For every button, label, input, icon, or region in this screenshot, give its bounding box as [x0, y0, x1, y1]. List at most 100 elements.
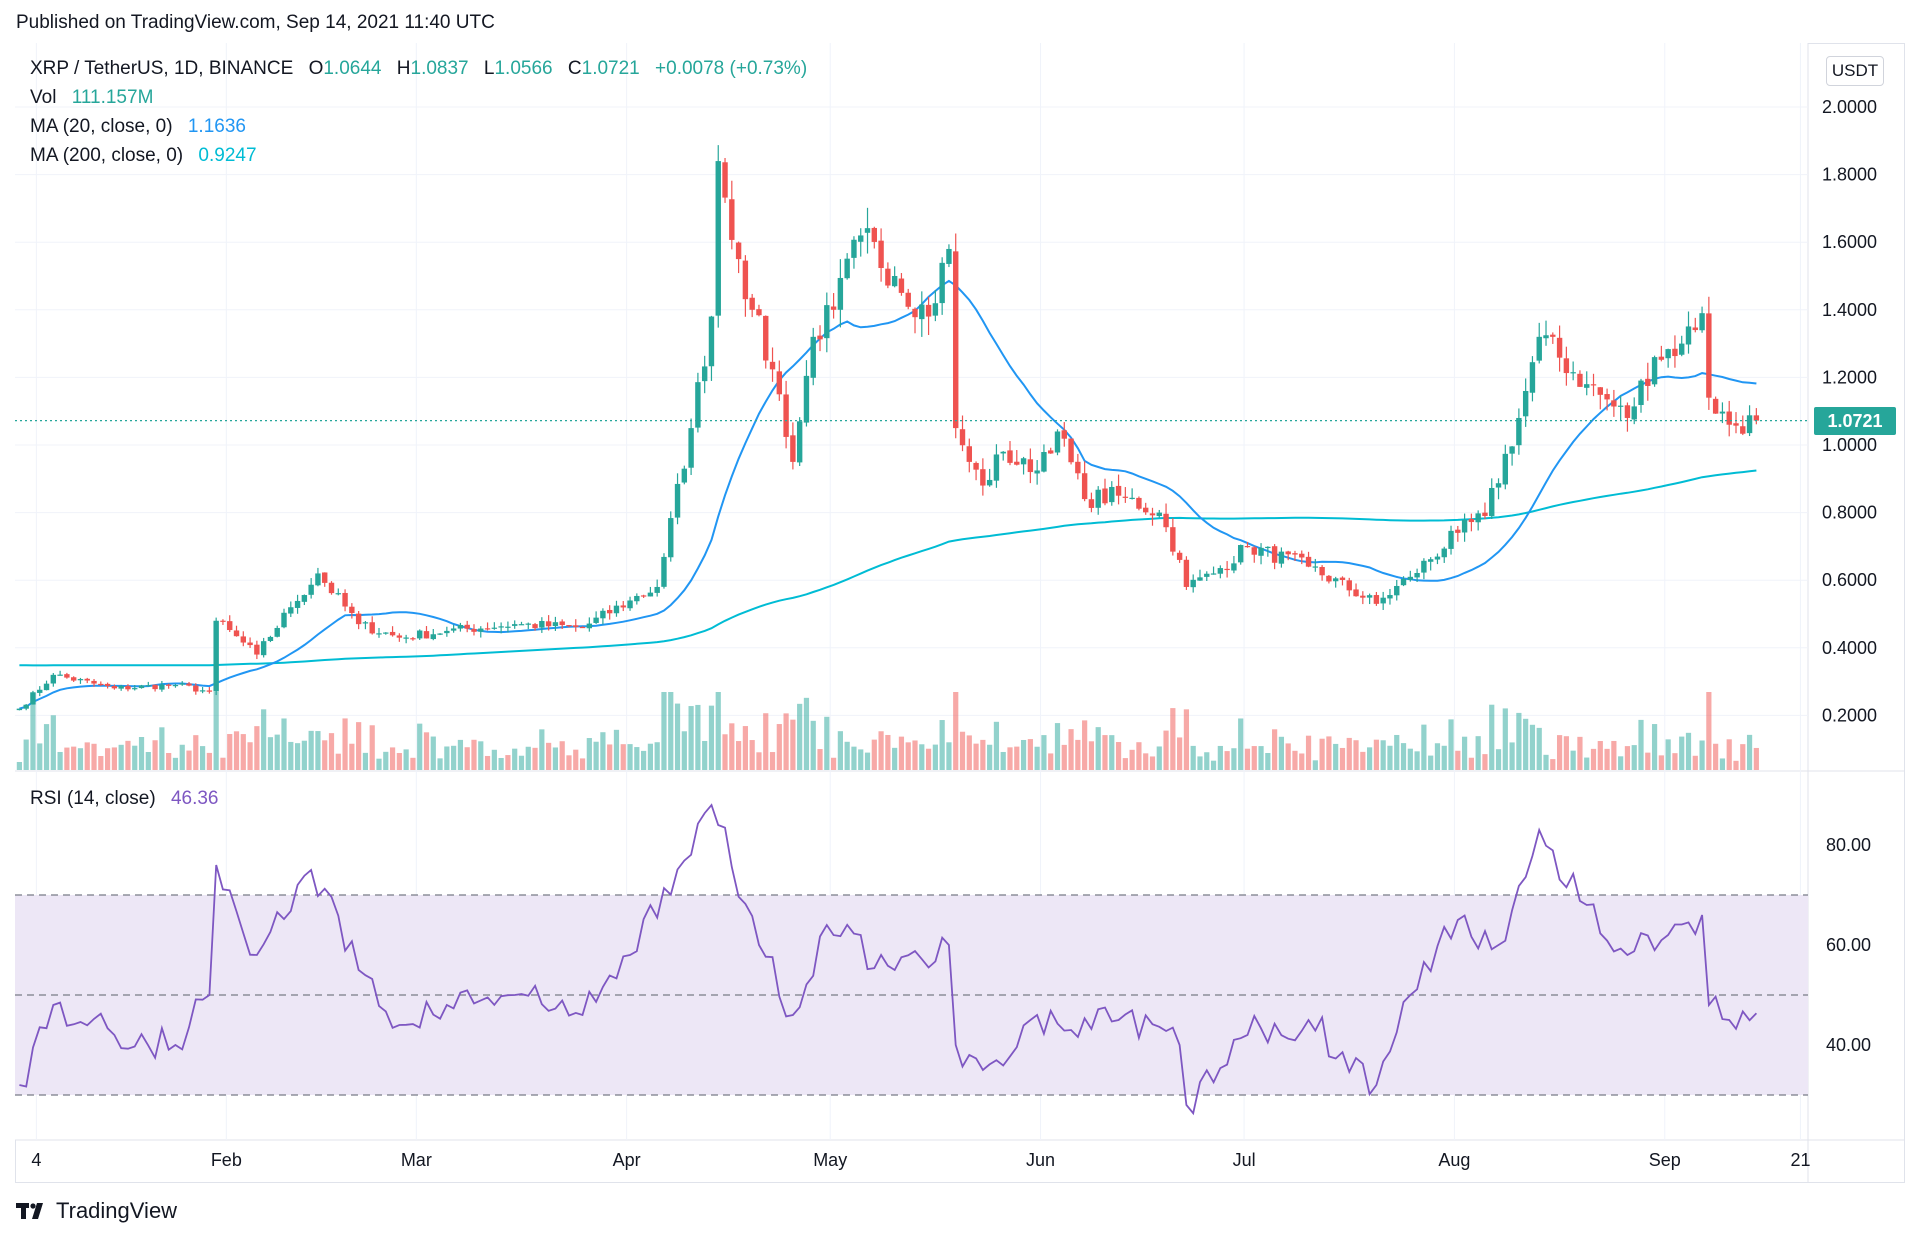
volume-bar: [1054, 723, 1061, 770]
volume-bar: [1373, 739, 1379, 770]
volume-bar: [1095, 727, 1101, 770]
candle-body: [1427, 559, 1434, 562]
volume-bar: [71, 746, 77, 770]
candle-body: [471, 628, 477, 632]
candle-body: [355, 613, 362, 625]
volume-bar: [1679, 736, 1685, 770]
volume-bar: [1109, 735, 1115, 770]
volume-bar: [1048, 753, 1054, 770]
volume-bar: [593, 741, 599, 770]
candle-body: [1489, 487, 1495, 517]
volume-bar: [769, 752, 776, 770]
candle-body: [844, 258, 850, 279]
footer-brand[interactable]: TradingView: [16, 1198, 177, 1224]
volume-bar: [1509, 742, 1515, 770]
volume-bar: [756, 752, 762, 770]
volume-bar: [1719, 758, 1726, 770]
candle-body: [254, 644, 260, 655]
volume-bar: [247, 742, 253, 770]
candle-body: [1353, 589, 1359, 597]
volume-bar: [37, 743, 43, 770]
volume-bar: [1550, 759, 1556, 770]
volume-bar: [1102, 735, 1108, 770]
time-tick-label: 4: [31, 1150, 41, 1170]
volume-bar: [1394, 734, 1400, 770]
candle-body: [1319, 566, 1325, 576]
candle-body: [1068, 438, 1074, 463]
volume-bar: [1156, 746, 1162, 770]
volume-bar: [206, 752, 212, 770]
candle-body: [30, 692, 36, 705]
volume-label[interactable]: Vol: [30, 87, 57, 108]
candle-body: [925, 304, 932, 317]
volume-bar: [1597, 741, 1603, 770]
candle-body: [1679, 343, 1685, 355]
rsi-tick-label: 40.00: [1826, 1035, 1871, 1055]
price-tick-label: 1.4000: [1822, 300, 1877, 320]
rsi-label[interactable]: RSI (14, close): [30, 788, 156, 809]
volume-bar: [674, 703, 681, 770]
volume-bar: [1014, 746, 1020, 770]
volume-bar: [166, 753, 172, 770]
ma200-label[interactable]: MA (200, close, 0): [30, 145, 184, 166]
volume-bar: [1136, 742, 1142, 770]
ma200-value: 0.9247: [198, 145, 257, 166]
candle-body: [369, 622, 375, 634]
candle-body: [640, 595, 647, 597]
candle-body: [620, 605, 626, 608]
volume-bar: [1007, 747, 1013, 770]
candle-body: [681, 468, 688, 483]
candle-body: [240, 636, 246, 643]
candle-body: [464, 624, 470, 629]
candle-body: [749, 297, 755, 310]
volume-bar: [966, 735, 972, 770]
time-tick-label: Jun: [1026, 1150, 1055, 1170]
candle-body: [803, 375, 810, 423]
candle-body: [953, 251, 959, 429]
candle-body: [1448, 530, 1454, 549]
price-tick-label: 0.2000: [1822, 705, 1877, 725]
candle-body: [1183, 559, 1190, 587]
ma20-label[interactable]: MA (20, close, 0): [30, 116, 173, 137]
volume-bar: [1326, 736, 1332, 770]
candle-body: [1617, 405, 1624, 407]
volume-bar: [871, 739, 877, 770]
volume-bar: [1082, 720, 1088, 770]
volume-bar: [1122, 758, 1128, 770]
symbol-title[interactable]: XRP / TetherUS, 1D, BINANCE: [30, 58, 294, 79]
volume-bar: [532, 747, 538, 770]
candle-body: [98, 683, 104, 686]
brand-name: TradingView: [56, 1198, 178, 1223]
published-note: Published on TradingView.com, Sep 14, 20…: [16, 12, 495, 33]
volume-bar: [281, 718, 287, 770]
volume-bar: [776, 724, 782, 770]
volume-bar: [1733, 760, 1739, 770]
volume-bar: [132, 745, 138, 770]
volume-bar: [1380, 740, 1386, 770]
candle-body: [403, 637, 409, 639]
currency-selector-button[interactable]: USDT: [1826, 56, 1884, 86]
change-value: +0.0078 (+0.73%): [655, 58, 808, 79]
ma200-line: [19, 469, 1757, 667]
volume-bar: [342, 718, 348, 770]
volume-bar: [1312, 760, 1318, 770]
candle-body: [1584, 384, 1590, 388]
candle-body: [1156, 512, 1162, 517]
candle-body: [410, 638, 416, 640]
candle-body: [1651, 357, 1658, 385]
volume-bar: [803, 697, 810, 770]
candle-body: [946, 248, 952, 264]
volume-bar: [1590, 748, 1597, 770]
volume-bar: [1027, 739, 1033, 770]
volume-bar: [837, 731, 843, 770]
candle-body: [308, 584, 314, 595]
volume-bar: [77, 748, 84, 770]
candle-body: [566, 625, 572, 627]
candle-body: [1434, 556, 1441, 560]
time-tick-label: Apr: [613, 1150, 641, 1170]
candle-body: [1740, 426, 1746, 434]
volume-bar: [702, 740, 708, 770]
volume-bar: [1170, 708, 1176, 770]
volume-bar: [1638, 719, 1644, 770]
